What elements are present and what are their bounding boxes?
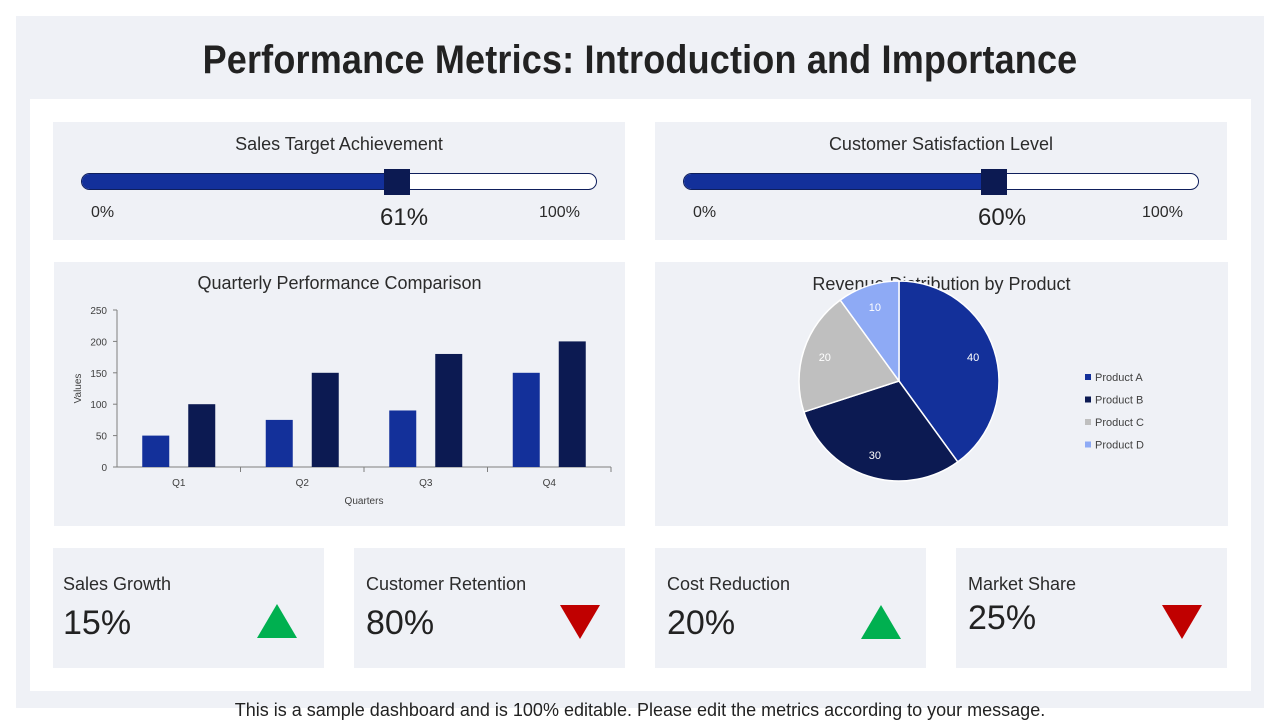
sales-target-fill [82, 174, 396, 189]
bar-chart: 0 50 100 150 200 250 Q1 Q2 Q3 Q4 Quarters Values [73, 306, 612, 507]
kpi-value: 25% [968, 599, 1037, 637]
dashboard-board: Sales Target Achievement 0% 61% 100% Cus… [30, 99, 1251, 691]
x-axis-label: Quarters [345, 496, 384, 507]
customer-satisfaction-track[interactable] [683, 173, 1199, 190]
pie-slice-product-d [839, 280, 900, 384]
footer-note: This is a sample dashboard and is 100% e… [234, 700, 1046, 720]
y-tick-label: 50 [96, 432, 108, 443]
y-tick-label: 0 [101, 463, 107, 474]
sales-target-thumb[interactable] [383, 169, 410, 195]
bar-q1-series-1 [142, 435, 170, 467]
kpi-card-cost-reduction: Cost Reduction 20% [655, 548, 926, 668]
x-tick-label: Q3 [419, 478, 433, 489]
legend-swatch [1085, 396, 1091, 403]
pie-data-label: 30 [869, 450, 881, 462]
trend-up-icon [861, 605, 901, 639]
customer-satisfaction-thumb[interactable] [980, 169, 1007, 195]
y-tick-label: 200 [90, 337, 107, 348]
kpi-label: Customer Retention [366, 574, 527, 594]
bar-chart-title: Quarterly Performance Comparison [197, 273, 482, 293]
kpi-label: Cost Reduction [667, 574, 791, 594]
pie-chart: 40 30 20 10 Product A Product B Product C Produ… [798, 280, 1144, 482]
kpi-value: 20% [667, 604, 736, 642]
y-tick-label: 250 [90, 306, 107, 317]
customer-satisfaction-value: 60% [978, 204, 1027, 231]
revenue-pie-panel: Revenue Distribution by Product 40 30 20 10… [655, 262, 1228, 526]
legend-label: Product D [1095, 440, 1144, 452]
legend-swatch [1085, 441, 1091, 448]
dashboard-frame: Performance Metrics: Introduction and Im… [16, 16, 1264, 708]
y-axis-label: Values [73, 374, 84, 404]
quarterly-chart-panel: Quarterly Performance Comparison 0 50 100 1… [54, 262, 625, 526]
kpi-card-sales-growth: Sales Growth 15% [53, 548, 324, 668]
bar-q2-series-2 [311, 372, 339, 467]
sales-target-min-label: 0% [91, 204, 115, 221]
pie-data-label: 10 [869, 302, 881, 314]
kpi-value: 80% [366, 604, 435, 642]
trend-down-icon [1162, 605, 1202, 639]
bar-q3-series-2 [435, 353, 463, 467]
trend-down-icon [560, 605, 600, 639]
legend-label: Product C [1095, 417, 1144, 429]
customer-satisfaction-min-label: 0% [693, 204, 717, 221]
pie-data-label: 20 [819, 352, 831, 364]
page-title: Performance Metrics: Introduction and Im… [202, 38, 1078, 82]
customer-satisfaction-fill [684, 174, 993, 189]
x-tick-label: Q2 [296, 478, 310, 489]
sales-target-value: 61% [380, 204, 429, 231]
customer-satisfaction-title: Customer Satisfaction Level [828, 134, 1054, 154]
y-tick-label: 100 [90, 400, 107, 411]
x-tick-label: Q4 [543, 478, 557, 489]
pie-data-label: 40 [967, 352, 979, 364]
legend-swatch [1085, 419, 1091, 425]
customer-satisfaction-max-label: 100% [1142, 204, 1183, 221]
pie-slice-product-a [898, 280, 1000, 463]
pie-slice-product-b [802, 380, 959, 482]
sales-target-title: Sales Target Achievement [235, 134, 443, 154]
x-tick-label: Q1 [172, 478, 186, 489]
kpi-label: Market Share [968, 574, 1077, 594]
sales-target-panel: Sales Target Achievement 0% 61% 100% [53, 122, 625, 240]
customer-satisfaction-panel: Customer Satisfaction Level 0% 60% 100% [655, 122, 1227, 240]
y-tick-label: 150 [90, 369, 107, 380]
bar-q1-series-2 [188, 404, 216, 467]
bar-q4-series-2 [558, 341, 586, 467]
kpi-label: Sales Growth [63, 574, 172, 594]
trend-up-icon [257, 604, 297, 638]
kpi-value: 15% [63, 604, 132, 642]
bar-q3-series-1 [389, 410, 417, 467]
pie-slice-product-c [798, 299, 901, 413]
bar-q4-series-1 [512, 372, 540, 467]
sales-target-max-label: 100% [539, 204, 580, 221]
kpi-card-customer-retention: Customer Retention 80% [354, 548, 625, 668]
legend-swatch [1085, 374, 1091, 380]
kpi-card-market-share: Market Share 25% [956, 548, 1227, 668]
bar-q2-series-1 [265, 419, 293, 467]
legend-label: Product A [1095, 372, 1143, 384]
legend-label: Product B [1095, 395, 1143, 407]
sales-target-track[interactable] [81, 173, 597, 190]
